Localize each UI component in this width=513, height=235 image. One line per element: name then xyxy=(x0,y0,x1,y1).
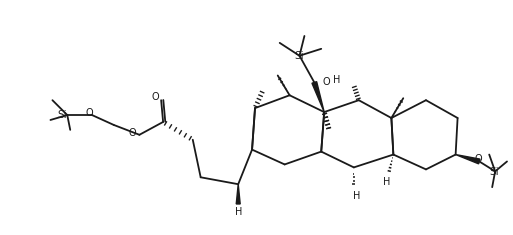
Text: O: O xyxy=(85,108,93,118)
Polygon shape xyxy=(312,82,324,112)
Polygon shape xyxy=(456,155,480,164)
Text: O: O xyxy=(129,128,136,138)
Polygon shape xyxy=(236,184,240,204)
Text: O: O xyxy=(475,153,482,164)
Text: O: O xyxy=(322,77,330,87)
Text: H: H xyxy=(383,177,390,187)
Text: Si: Si xyxy=(57,110,67,120)
Text: O: O xyxy=(151,92,159,102)
Text: H: H xyxy=(353,191,361,201)
Text: H: H xyxy=(333,75,341,86)
Text: H: H xyxy=(234,207,242,217)
Text: Si: Si xyxy=(294,51,304,61)
Text: Si: Si xyxy=(489,167,499,177)
